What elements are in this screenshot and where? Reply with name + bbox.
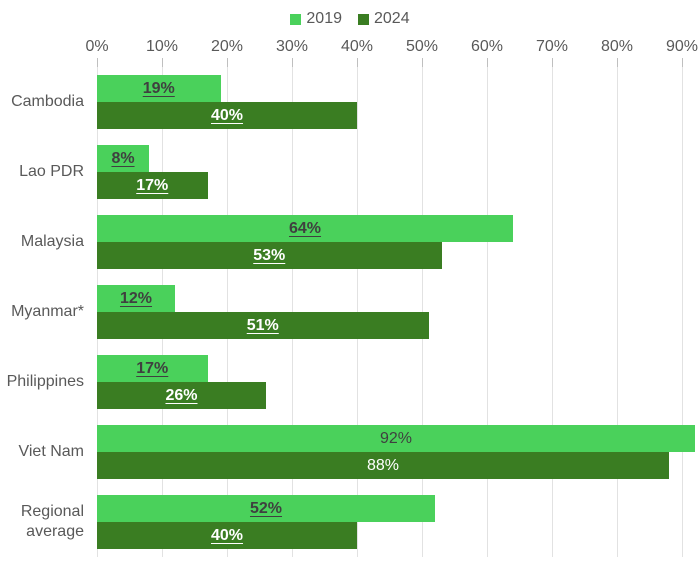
bar-2024: 40%	[97, 102, 357, 129]
bar-2024: 53%	[97, 242, 442, 269]
bar-2019: 17%	[97, 355, 208, 382]
bar-value-label: 40%	[210, 106, 244, 124]
legend-label: 2019	[306, 10, 342, 27]
axis-tick-label: 90%	[665, 38, 699, 55]
chart-row: 52% 40%	[97, 487, 700, 557]
category-label: Cambodia	[11, 93, 84, 110]
bar-2024: 51%	[97, 312, 429, 339]
bar-2024: 88%	[97, 452, 669, 479]
chart-row: 17% 26%	[97, 347, 700, 417]
axis-tick-label: 70%	[535, 38, 569, 55]
bar-2019: 19%	[97, 75, 221, 102]
legend-item-2024: 2024	[358, 10, 410, 28]
bar-value-label: 19%	[142, 79, 175, 97]
category-label: Philippines	[6, 373, 84, 390]
bar-value-label: 40%	[210, 526, 244, 544]
bar-value-label: 8%	[111, 149, 135, 167]
axis-tick-label: 20%	[210, 38, 244, 55]
bar-value-label: 12%	[119, 289, 153, 307]
bar-value-label: 52%	[249, 499, 283, 517]
category-label: Viet Nam	[18, 443, 84, 460]
bar-value-label: 53%	[253, 246, 286, 264]
chart-row: 8% 17%	[97, 137, 700, 207]
axis-tick-label: 80%	[600, 38, 634, 55]
category-label: Myanmar*	[11, 303, 84, 320]
axis-tick-label: 60%	[470, 38, 504, 55]
bar-value-label: 51%	[246, 316, 279, 334]
axis-tick-mark	[422, 58, 423, 67]
bar-2019: 52%	[97, 495, 435, 522]
gridline	[617, 67, 618, 557]
axis-tick-mark	[357, 58, 358, 67]
legend-label: 2024	[374, 10, 410, 27]
axis-tick-mark	[162, 58, 163, 67]
bar-2024: 40%	[97, 522, 357, 549]
category-label: Lao PDR	[19, 163, 84, 180]
axis-tick-mark	[227, 58, 228, 67]
chart-row: 12% 51%	[97, 277, 700, 347]
axis-tick-label: 50%	[405, 38, 439, 55]
gridline	[487, 67, 488, 557]
chart-row: 64% 53%	[97, 207, 700, 277]
bar-2024: 26%	[97, 382, 266, 409]
chart-row: 92% 88%	[97, 417, 700, 487]
axis-tick-mark	[97, 58, 98, 67]
axis-tick-mark	[682, 58, 683, 67]
bar-value-label: 17%	[136, 359, 169, 377]
legend-item-2019: 2019	[290, 10, 342, 28]
bar-2019: 8%	[97, 145, 149, 172]
bar-2019: 92%	[97, 425, 695, 452]
bar-2019: 12%	[97, 285, 175, 312]
bar-2024: 17%	[97, 172, 208, 199]
axis-tick-mark	[487, 58, 488, 67]
axis-tick-label: 30%	[275, 38, 309, 55]
category-label: Regional average	[20, 503, 84, 540]
bar-value-label: 26%	[165, 386, 198, 404]
axis-tick-mark	[292, 58, 293, 67]
gridline	[552, 67, 553, 557]
axis-tick-mark	[552, 58, 553, 67]
category-label: Malaysia	[20, 233, 84, 250]
bar-value-label: 17%	[136, 176, 169, 194]
legend-swatch-icon	[290, 13, 302, 25]
bar-value-label: 64%	[288, 219, 322, 237]
axis-tick-label: 40%	[340, 38, 374, 55]
bar-value-label: 88%	[366, 456, 400, 474]
axis-tick-label: 10%	[145, 38, 179, 55]
axis-tick-mark	[617, 58, 618, 67]
chart-row: 19% 40%	[97, 67, 700, 137]
chart-legend: 2019 2024	[0, 8, 700, 30]
gridline	[682, 67, 683, 557]
bar-2019: 64%	[97, 215, 513, 242]
bar-value-label: 92%	[379, 429, 413, 447]
axis-tick-label: 0%	[85, 38, 109, 55]
legend-swatch-icon	[358, 13, 369, 25]
